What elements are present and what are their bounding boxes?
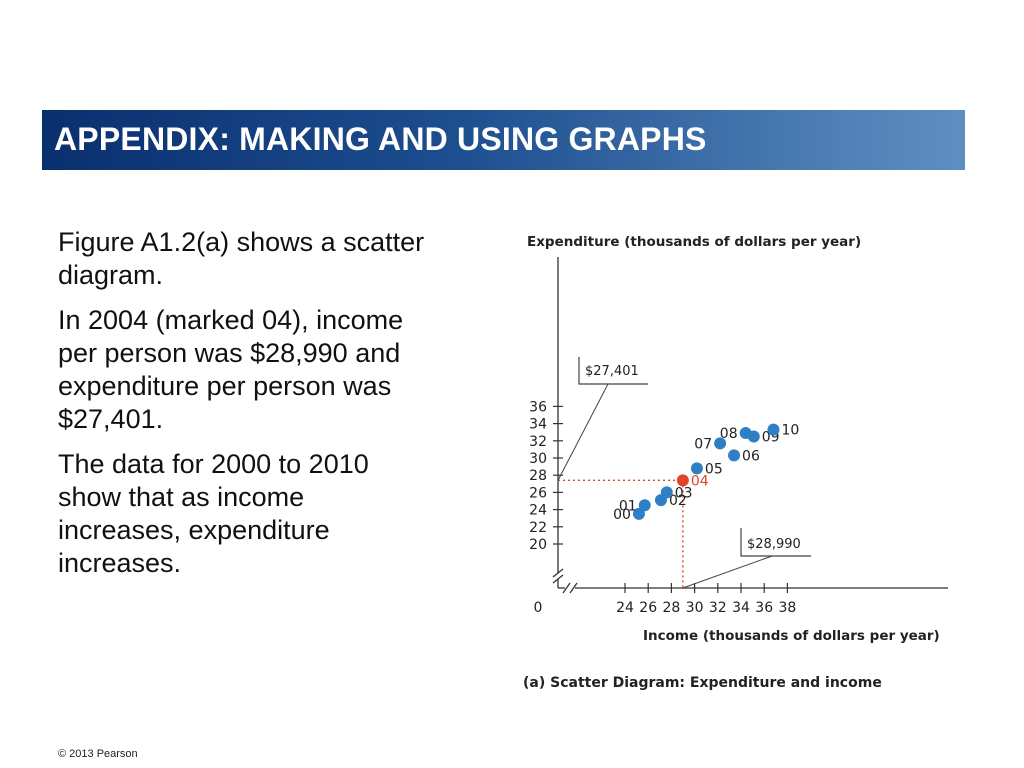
data-point [660, 486, 673, 499]
guide-lines [558, 479, 684, 588]
y-axis-label: Expenditure (thousands of dollars per ye… [527, 234, 861, 250]
point-label: 01 [619, 498, 637, 514]
x-tick-label: 34 [732, 600, 750, 616]
x-value-callout-box [740, 528, 811, 557]
x-tick-label: 26 [639, 600, 657, 616]
title-banner: APPENDIX: MAKING AND USING GRAPHS [42, 110, 965, 170]
x-axis-label: Income (thousands of dollars per year) [643, 628, 940, 644]
y-tick-label: 22 [529, 520, 547, 536]
paragraph-2: In 2004 (marked 04), income per person w… [58, 305, 404, 434]
scatter-chart: Expenditure (thousands of dollars per ye… [523, 234, 948, 691]
x-tick-label: 32 [709, 600, 727, 616]
y-tick-label: 30 [529, 451, 547, 467]
point-label: 07 [694, 436, 712, 452]
x-tick-label: 38 [778, 600, 796, 616]
data-point [747, 430, 760, 443]
chart-caption: (a) Scatter Diagram: Expenditure and inc… [523, 675, 882, 691]
paragraph-3: The data for 2000 to 2010 show that as i… [58, 449, 369, 578]
data-point [638, 499, 651, 512]
highlight-point [676, 474, 689, 487]
x-value-leader [682, 555, 773, 589]
point-label: 00 [613, 507, 631, 523]
point-label: 08 [720, 426, 738, 442]
paragraph-1: Figure A1.2(a) shows a scatter diagram. [58, 227, 425, 290]
data-point [767, 423, 780, 436]
y-tick-label: 36 [529, 399, 547, 415]
y-value-callout-box [578, 357, 648, 385]
body-text: Figure A1.2(a) shows a scatter diagram. … [58, 226, 428, 592]
origin-label: 0 [534, 600, 543, 616]
data-point [690, 462, 703, 475]
y-value-leader [557, 383, 609, 481]
x-tick-label: 30 [686, 600, 704, 616]
y-tick-label: 24 [529, 503, 547, 519]
y-tick-label: 28 [529, 468, 547, 484]
y-tick-label: 20 [529, 537, 547, 553]
data-point [728, 449, 741, 462]
x-value-callout: $28,990 [747, 537, 801, 552]
callouts: $27,401 $28,990 [557, 357, 811, 589]
point-label: 06 [742, 448, 760, 464]
y-tick-label: 32 [529, 434, 547, 450]
data-point [714, 437, 727, 450]
data-point [632, 507, 645, 520]
y-axis-break [552, 568, 564, 584]
y-tick-label: 34 [529, 417, 547, 433]
x-tick-label: 36 [755, 600, 773, 616]
y-value-callout: $27,401 [585, 364, 639, 379]
point-label: 05 [705, 461, 723, 477]
slide-title: APPENDIX: MAKING AND USING GRAPHS [54, 121, 707, 157]
y-tick-label: 26 [529, 485, 547, 501]
x-tick-label: 28 [662, 600, 680, 616]
x-tick-label: 24 [616, 600, 634, 616]
point-label: 10 [781, 423, 799, 439]
point-label: 03 [675, 485, 693, 501]
x-axis-break [562, 582, 578, 594]
copyright: © 2013 Pearson [58, 748, 138, 760]
point-label: 04 [691, 473, 709, 489]
point-label: 02 [669, 493, 687, 509]
